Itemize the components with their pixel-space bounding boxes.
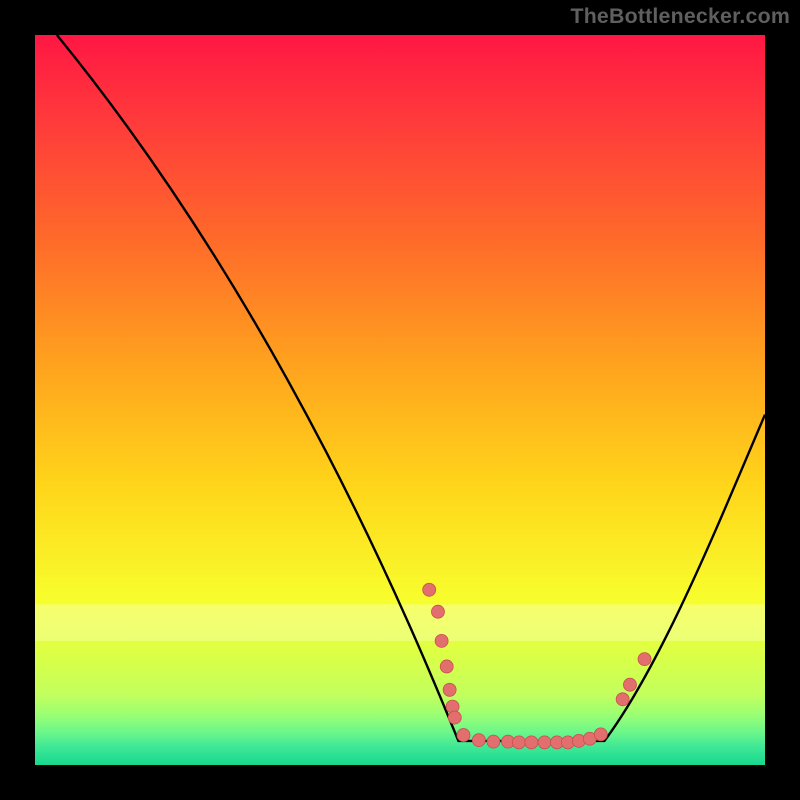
data-point [431,605,444,618]
plot-area [35,35,765,765]
data-point [443,683,456,696]
watermark: TheBottlenecker.com [570,4,790,29]
data-point [457,729,470,742]
data-point [472,734,485,747]
data-point [440,660,453,673]
data-point [616,693,629,706]
data-point [448,711,461,724]
data-point [638,653,651,666]
chart-svg [0,0,800,800]
data-point [423,583,436,596]
stage: TheBottlenecker.com [0,0,800,800]
data-point [525,736,538,749]
data-point [435,634,448,647]
data-point [538,736,551,749]
highlight-band [35,604,765,641]
data-point [512,736,525,749]
data-point [487,735,500,748]
data-point [594,728,607,741]
data-point [623,678,636,691]
